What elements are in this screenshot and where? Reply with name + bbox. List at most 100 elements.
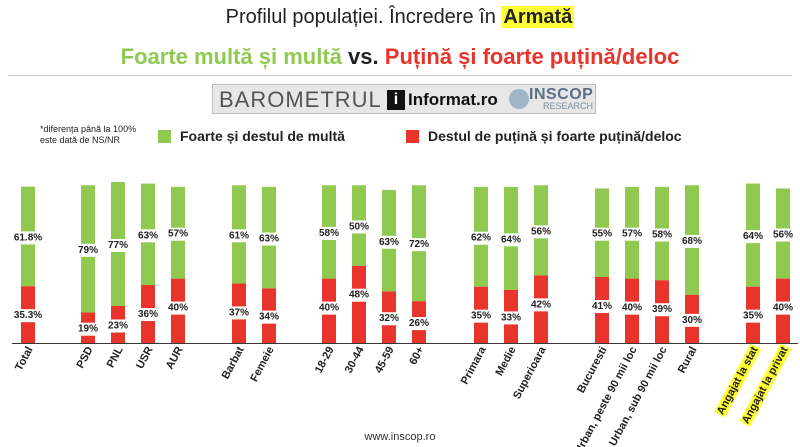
data-label-red-4-bg (165, 301, 191, 315)
data-label-green-0: 61.8% (14, 232, 42, 243)
legend-label-green: Foarte și destul de multă (180, 128, 345, 144)
chart-subtitle: Foarte multă și multă vs. Puțină și foar… (0, 44, 800, 70)
data-label-red-10-bg (406, 317, 432, 331)
title-prefix: Profilul populației. Încredere în (225, 6, 496, 28)
data-label-green-8: 50% (349, 221, 369, 232)
barometrul-logo: BAROMETRUL (219, 87, 382, 112)
x-tick-highlight-18 (714, 343, 762, 418)
data-label-red-15: 40% (622, 303, 642, 314)
data-label-green-7: 58% (319, 228, 339, 239)
data-label-red-9-bg (376, 312, 402, 326)
data-label-red-18: 35% (743, 311, 763, 322)
data-label-green-11: 62% (471, 233, 491, 244)
data-label-red-7-bg (316, 301, 342, 315)
x-tick-label-4: AUR (164, 345, 186, 372)
data-label-red-12: 33% (501, 312, 521, 323)
data-label-red-8-bg (346, 288, 372, 302)
data-label-green-5-bg (226, 229, 252, 243)
data-label-red-2-bg (105, 319, 131, 333)
data-label-red-19-bg (770, 301, 796, 315)
x-tick-label-7: 18-29 (313, 345, 337, 375)
data-label-green-18: 64% (743, 231, 763, 242)
x-tick-label-0: Total (13, 345, 36, 373)
inscop-research-text: RESEARCH (543, 101, 594, 111)
data-label-red-5: 37% (229, 307, 249, 318)
x-tick-label-9: 45-59 (373, 345, 397, 375)
data-label-green-16-bg (649, 228, 675, 242)
data-label-red-3-bg (135, 308, 161, 322)
data-label-green-15: 57% (622, 229, 642, 240)
data-label-green-6-bg (256, 232, 282, 246)
data-label-green-14-bg (589, 227, 615, 241)
data-label-red-6: 34% (259, 312, 279, 323)
data-label-red-11-bg (468, 309, 494, 323)
data-label-green-18-bg (740, 230, 766, 244)
subtitle-green: Foarte multă și multă (120, 44, 342, 69)
data-label-green-2-bg (105, 238, 131, 252)
data-label-red-14: 41% (592, 301, 612, 312)
informat-i-icon: i (387, 90, 405, 110)
x-tick-label-5: Barbat (220, 344, 247, 381)
header-divider (8, 75, 792, 76)
data-label-red-17: 30% (682, 315, 702, 326)
subtitle-red: Puțină și foarte puțină/deloc (384, 44, 680, 69)
bar-red-8 (352, 265, 366, 343)
data-label-green-7-bg (316, 226, 342, 240)
data-label-green-14: 55% (592, 229, 612, 240)
legend-swatch-red (406, 129, 419, 143)
data-label-green-13-bg (528, 225, 554, 239)
data-label-red-13-bg (528, 298, 554, 312)
x-tick-label-1: PSD (74, 345, 95, 371)
x-tick-label-11: Primara (459, 344, 489, 387)
data-label-green-0-bg (11, 231, 45, 245)
data-label-green-4-bg (165, 227, 191, 241)
legend-item-green: Foarte și destul de multă (158, 128, 345, 144)
data-label-green-17: 68% (682, 236, 702, 247)
x-tick-label-2: PNL (105, 345, 126, 370)
data-label-green-8-bg (346, 220, 372, 234)
data-label-green-11-bg (468, 231, 494, 245)
x-tick-label-17: Rural (676, 345, 700, 375)
data-label-red-1: 19% (78, 324, 98, 335)
data-label-red-0: 35.3% (14, 310, 42, 321)
data-label-green-6: 63% (259, 234, 279, 245)
data-label-green-12-bg (498, 233, 524, 247)
x-tick-label-10: 60+ (407, 345, 426, 367)
data-label-green-4: 57% (168, 229, 188, 240)
x-tick-label-12: Medie (493, 345, 518, 378)
data-label-red-16-bg (649, 303, 675, 317)
data-label-green-3: 63% (138, 230, 158, 241)
data-label-green-1: 79% (78, 245, 98, 256)
data-label-green-9: 63% (379, 237, 399, 248)
data-label-red-19: 40% (773, 303, 793, 314)
inscop-globe-icon (509, 89, 529, 109)
data-label-red-3: 36% (138, 309, 158, 320)
title-highlight: Armată (501, 6, 575, 28)
chart-title: Profilul populației. Încredere în Armată (0, 6, 800, 29)
data-label-green-12: 64% (501, 234, 521, 245)
footer-url: www.inscop.ro (364, 431, 436, 443)
data-label-red-0-bg (11, 309, 45, 323)
inscop-logo: INSCOP (529, 86, 594, 103)
x-tick-highlight-19 (739, 343, 792, 427)
data-label-red-14-bg (589, 299, 615, 313)
barometer-banner: BAROMETRUL i Informat.ro INSCOP RESEARCH (212, 84, 596, 114)
data-label-green-2: 77% (108, 240, 128, 251)
x-tick-label-14: Bucuresti (575, 345, 609, 395)
subtitle-vs: vs. (348, 44, 379, 69)
data-label-green-3-bg (135, 229, 161, 243)
legend-item-red: Destul de puțină și foarte puțină/deloc (406, 128, 682, 144)
data-label-green-15-bg (619, 227, 645, 241)
data-label-red-8: 48% (349, 290, 369, 301)
x-tick-label-8: 30-44 (343, 344, 367, 375)
data-label-green-16: 58% (652, 230, 672, 241)
data-label-red-16: 39% (652, 304, 672, 315)
data-label-red-9: 32% (379, 313, 399, 324)
data-label-red-18-bg (740, 309, 766, 323)
x-tick-label-6: Femeie (248, 345, 276, 384)
data-label-green-13: 56% (531, 226, 551, 237)
data-label-red-15-bg (619, 301, 645, 315)
data-label-green-19-bg (770, 228, 796, 242)
data-label-green-19: 56% (773, 230, 793, 241)
data-label-red-11: 35% (471, 311, 491, 322)
